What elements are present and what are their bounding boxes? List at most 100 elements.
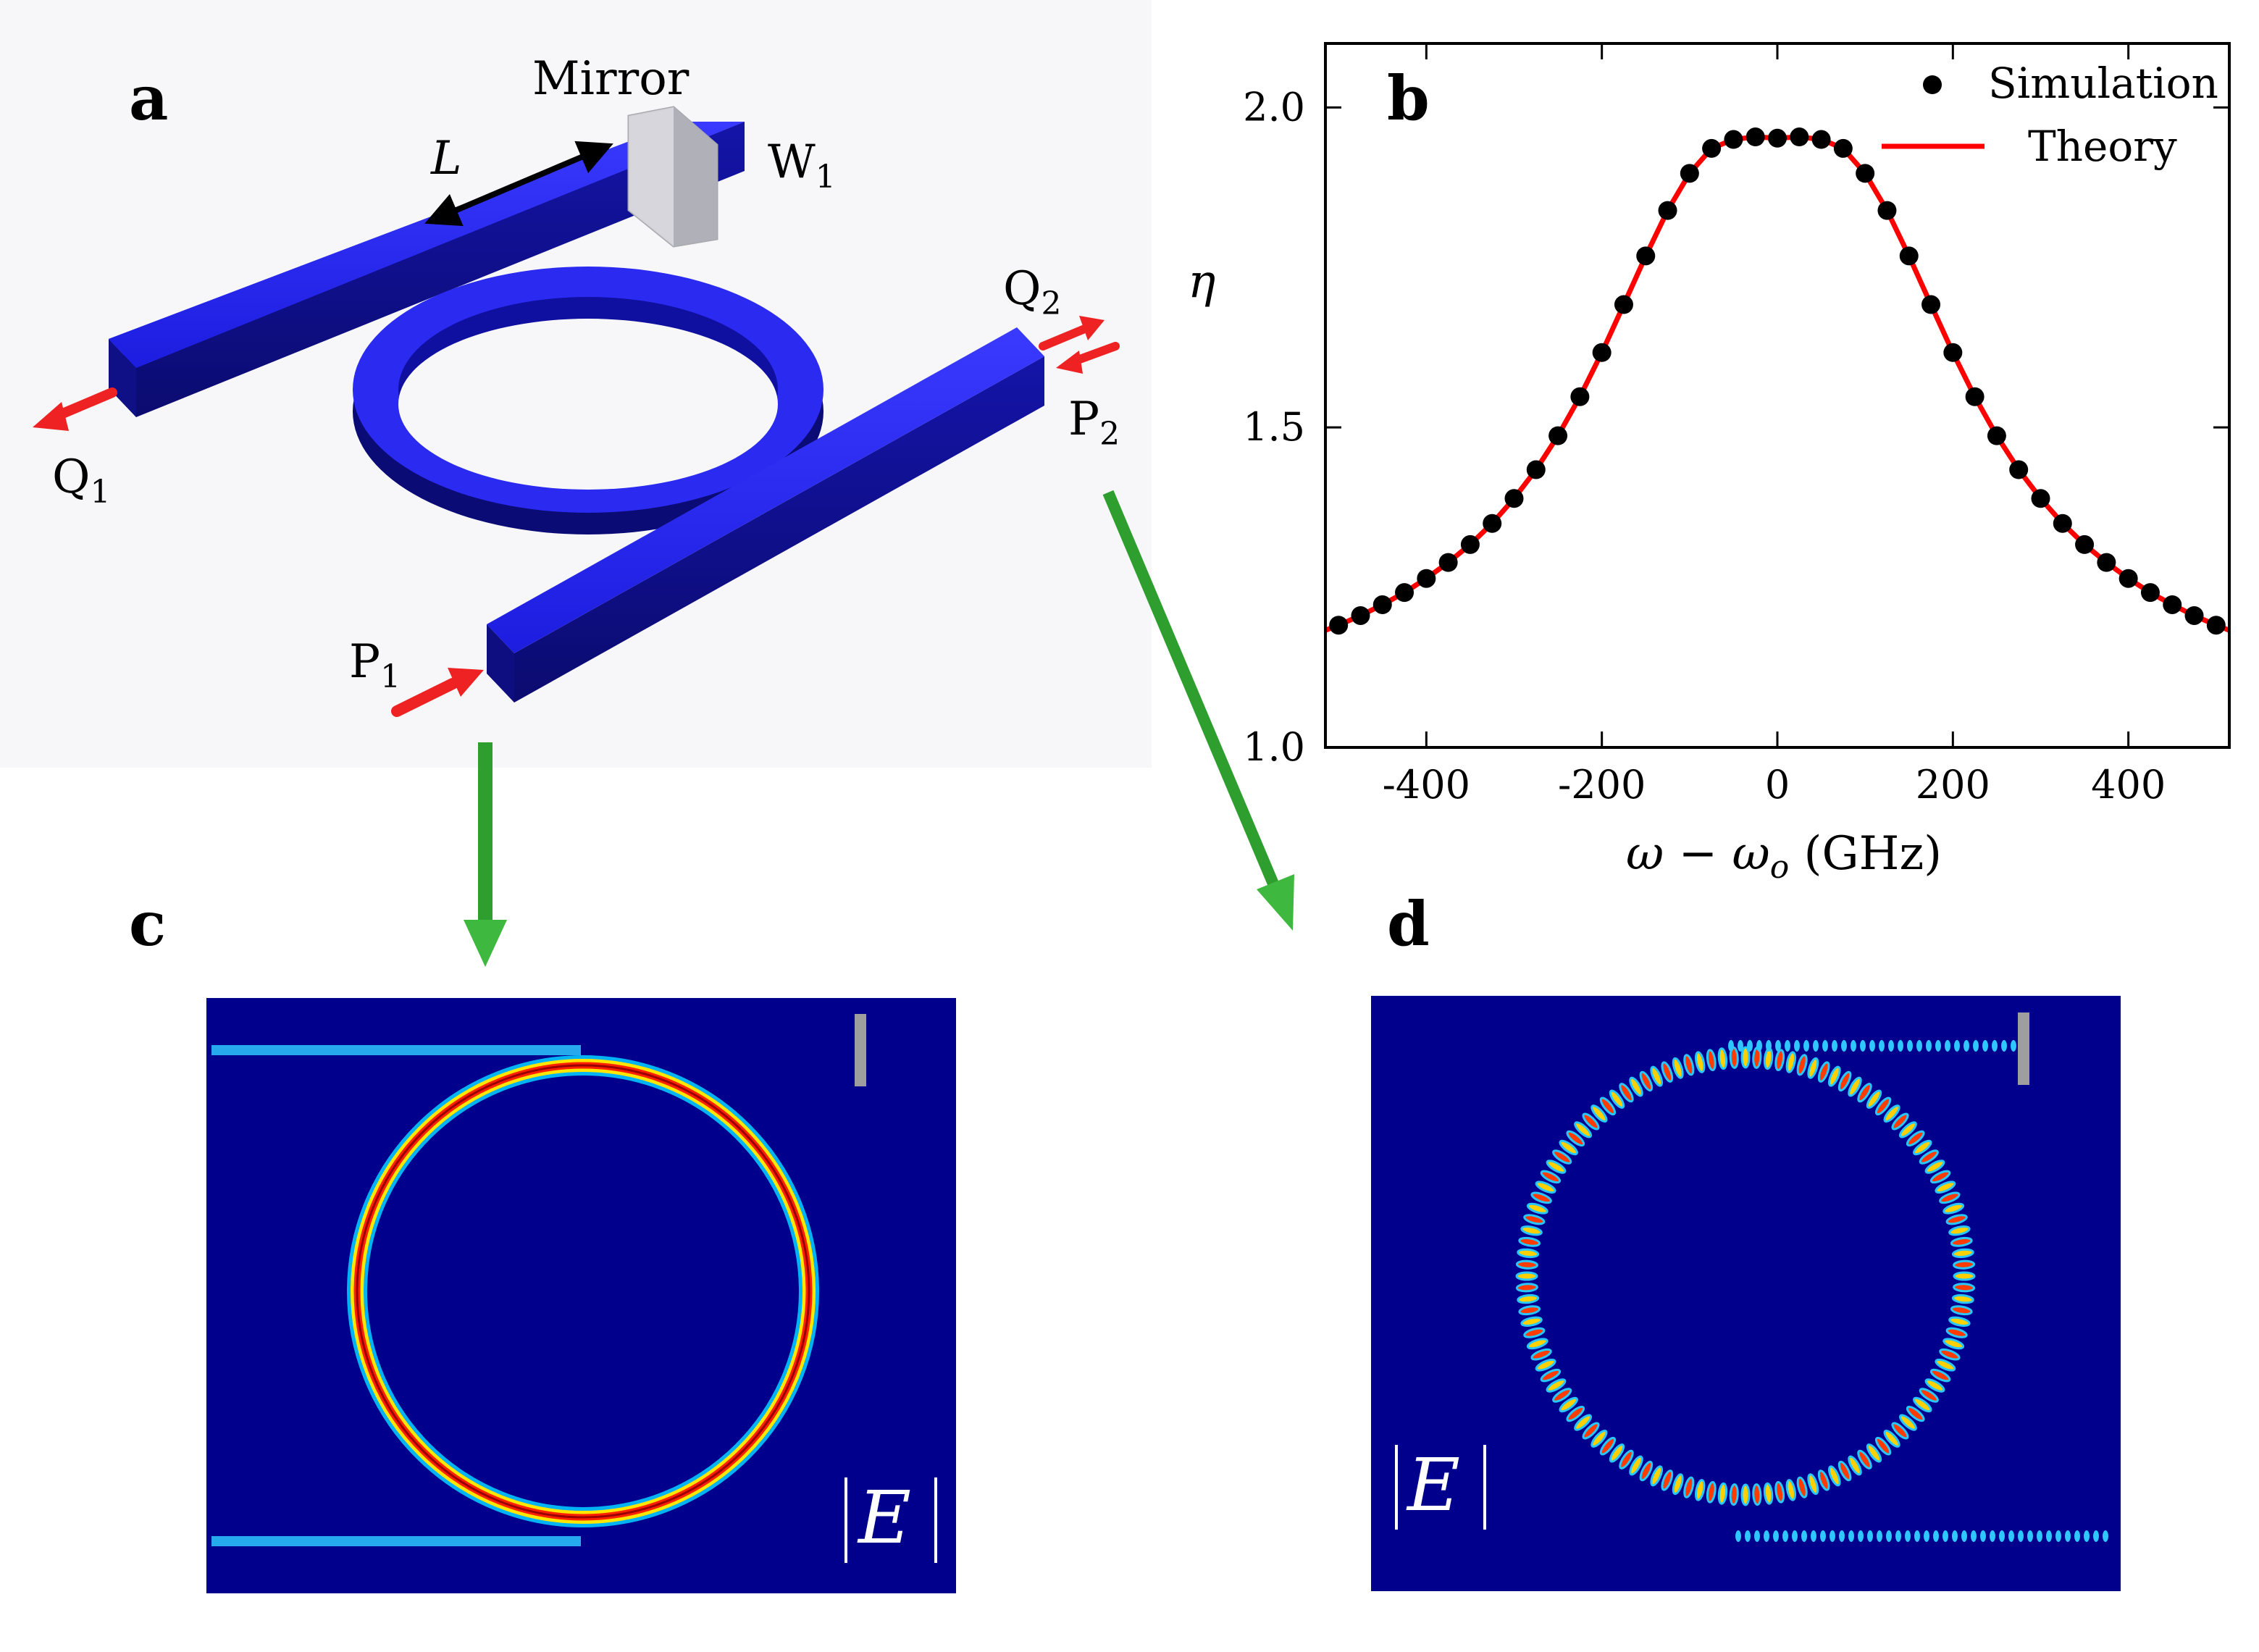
simulation-point <box>1833 138 1853 158</box>
standing-wave-lobe <box>1530 1348 1552 1361</box>
field-c-e-symbol: E <box>857 1475 911 1560</box>
simulation-point <box>2097 553 2116 572</box>
standing-wave-lobe <box>1898 1121 1917 1139</box>
standing-wave-lobe <box>1515 1259 1538 1270</box>
standing-wave-lobe <box>1520 1316 1543 1327</box>
standing-wave-lobe <box>1874 1436 1892 1456</box>
length-label: L <box>430 132 462 185</box>
waveguide-field-lobe <box>1754 1530 1760 1542</box>
p2-arrow <box>1056 342 1120 374</box>
standing-wave-lobe <box>1566 1405 1585 1422</box>
standing-wave-lobe <box>1540 1170 1562 1184</box>
waveguide-field-lobe <box>2011 1040 2016 1052</box>
waveguide-field-lobe <box>1764 1530 1769 1542</box>
mirror-label: Mirror <box>532 52 690 106</box>
standing-wave-lobe <box>1857 1083 1872 1103</box>
standing-wave-lobe <box>1866 1443 1882 1463</box>
waveguide-field-lobe <box>1973 1040 1979 1052</box>
standing-wave-lobe <box>1807 1473 1819 1496</box>
waveguide-field-lobe <box>1839 1530 1845 1542</box>
waveguide-field-lobe <box>1841 1040 1847 1052</box>
standing-wave-lobe <box>1517 1248 1540 1259</box>
waveguide-field-lobe <box>1747 1040 1753 1052</box>
simulation-point <box>1351 605 1370 625</box>
waveguide-field-lobe <box>1785 1040 1790 1052</box>
simulation-point <box>1636 246 1656 266</box>
simulation-point <box>1724 130 1743 149</box>
waveguide-field-lobe <box>1924 1530 1929 1542</box>
standing-wave-lobe <box>1929 1368 1951 1383</box>
waveguide-field-lobe <box>1832 1040 1837 1052</box>
simulation-point <box>2009 460 2029 479</box>
waveguide-field-lobe <box>1898 1040 1903 1052</box>
standing-wave-lobe <box>1951 1293 1974 1304</box>
waveguide-field-lobe <box>1888 1040 1894 1052</box>
field-map-c <box>206 998 956 1593</box>
standing-wave-lobe <box>1590 1104 1608 1123</box>
standing-wave-lobe <box>1526 1202 1548 1215</box>
y-tick-label: 1.0 <box>1243 724 1305 770</box>
lower-waveguide <box>487 327 1044 703</box>
legend-theory-label: Theory <box>2028 122 2177 171</box>
y-tick-label: 1.5 <box>1243 404 1305 450</box>
simulation-point <box>2184 605 2204 625</box>
waveguide-field-lobe <box>1963 1040 1969 1052</box>
y-tick-label: 2.0 <box>1243 84 1305 130</box>
q1-arrow <box>33 387 117 431</box>
standing-wave-lobe <box>1661 1469 1674 1491</box>
standing-wave-lobe <box>1552 1149 1572 1165</box>
standing-wave-lobe <box>1619 1083 1634 1103</box>
standing-wave-lobe <box>1695 1479 1706 1501</box>
q2-arrow <box>1039 316 1105 351</box>
simulation-point <box>1965 387 1985 406</box>
standing-wave-lobe <box>1590 1429 1608 1448</box>
mirror-marker-d <box>2018 1012 2029 1085</box>
standing-wave-lobe <box>1953 1259 1976 1270</box>
tick-labels: -400 -200 0 200 400 1.0 1.5 2.0 <box>1243 84 2166 808</box>
simulation-point <box>1329 616 1349 635</box>
standing-wave-lobe <box>1706 1049 1717 1072</box>
standing-wave-lobe <box>1866 1089 1882 1109</box>
waveguide-field-lobe <box>1782 1530 1788 1542</box>
standing-wave-lobe <box>1552 1388 1572 1403</box>
series-theory-line <box>1324 134 2231 633</box>
standing-wave-lobe <box>1520 1225 1543 1236</box>
panel-label-a: a <box>129 62 168 134</box>
standing-wave-lobe <box>1740 1046 1751 1069</box>
waveguide-field-lobe <box>1935 1040 1941 1052</box>
standing-wave-lobe <box>1883 1429 1900 1448</box>
waveguide-field-lobe <box>1971 1530 1977 1542</box>
standing-wave-lobe <box>1599 1097 1617 1116</box>
waveguide-field-lobe <box>2065 1530 2071 1542</box>
waveguide-field-lobe <box>1766 1040 1772 1052</box>
waveguide-field-lobe <box>2008 1530 2014 1542</box>
standing-wave-lobe <box>1848 1076 1862 1097</box>
simulation-point <box>1790 127 1809 147</box>
x-tick-label: 400 <box>2091 762 2166 808</box>
standing-wave-lobe <box>1942 1338 1965 1350</box>
waveguide-field-lobe <box>1942 1530 1948 1542</box>
standing-wave-lobe <box>1517 1293 1540 1304</box>
simulation-point <box>1768 128 1787 148</box>
standing-wave-lobe <box>1919 1388 1939 1403</box>
waveguide-field-lobe <box>1992 1040 1998 1052</box>
waveguide-field-lobe <box>1945 1040 1950 1052</box>
waveguide-field-lobe <box>2055 1530 2061 1542</box>
waveguide-field-lobe <box>1952 1530 1958 1542</box>
waveguide-field-lobe <box>2046 1530 2052 1542</box>
series-simulation-points <box>1329 127 2226 635</box>
waveguide-field-lobe <box>2037 1530 2042 1542</box>
standing-wave-lobe <box>1945 1327 1968 1338</box>
mirror <box>627 106 718 248</box>
standing-wave-lobe <box>1619 1449 1634 1469</box>
standing-wave-lobe <box>1817 1469 1830 1491</box>
simulation-point <box>1372 595 1392 614</box>
simulation-point <box>1614 295 1633 314</box>
waveguide-field-lobe <box>1822 1040 1828 1052</box>
standing-wave-lobe <box>1935 1181 1956 1194</box>
standing-wave-lobe <box>1817 1061 1830 1083</box>
w1-label: W1 <box>768 135 836 196</box>
standing-wave-lobe <box>1785 1479 1796 1501</box>
standing-wave-lobe <box>1929 1170 1951 1184</box>
